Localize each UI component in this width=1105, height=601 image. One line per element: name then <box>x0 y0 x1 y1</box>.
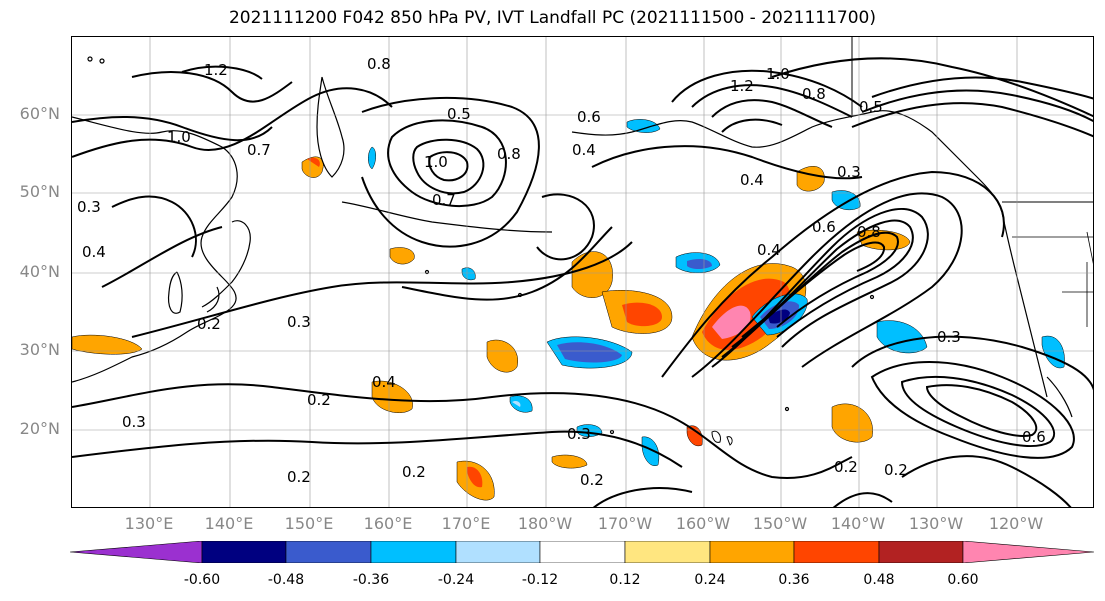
contour-label: 0.3 <box>77 198 101 216</box>
contour-label: 0.8 <box>367 55 391 73</box>
lon-label: 180°W <box>517 514 573 533</box>
lon-label: 120°W <box>988 514 1044 533</box>
colorbar <box>70 541 1095 563</box>
colorbar-tick-label: 0.12 <box>609 572 641 588</box>
contour-label: 0.8 <box>802 85 826 103</box>
map-panel: 1.2 1.2 1.0 1.0 1.0 0.8 0.8 0.8 0.8 0.7 … <box>71 36 1094 508</box>
colorbar-tick-label: -0.24 <box>437 572 475 588</box>
contour-label: 0.7 <box>247 141 271 159</box>
contour-label: 0.3 <box>287 313 311 331</box>
lat-label: 40°N <box>19 262 60 281</box>
colorbar-extend-max <box>962 541 1095 563</box>
ivt-contours <box>72 57 1093 507</box>
colorbar-tick-label: -0.60 <box>183 572 221 588</box>
contour-label: 0.3 <box>837 163 861 181</box>
colorbar-tick-label: 0.60 <box>947 572 979 588</box>
lon-label: 170°W <box>597 514 653 533</box>
lat-label: 50°N <box>19 182 60 201</box>
lon-label: 150°E <box>284 514 334 533</box>
contour-label: 0.2 <box>580 471 604 489</box>
lon-label: 160°E <box>363 514 413 533</box>
contour-label: 0.3 <box>567 425 591 443</box>
colorbar-segment <box>539 541 626 563</box>
contour-label: 0.6 <box>812 218 836 236</box>
contour-label: 0.7 <box>432 191 456 209</box>
lon-label: 150°W <box>752 514 808 533</box>
colorbar-segment <box>455 541 541 563</box>
contour-label: 0.2 <box>884 461 908 479</box>
lat-label: 20°N <box>19 419 60 438</box>
contour-label: 0.4 <box>372 373 396 391</box>
colorbar-segment <box>370 541 457 563</box>
colorbar-segment <box>201 541 287 563</box>
contour-label: 0.2 <box>307 391 331 409</box>
lon-label: 170°E <box>441 514 491 533</box>
contour-label: 0.4 <box>757 241 781 259</box>
lon-label: 140°E <box>204 514 254 533</box>
colorbar-tick-label: 0.24 <box>694 572 726 588</box>
contour-label: 1.2 <box>204 61 228 79</box>
contour-label: 0.4 <box>572 141 596 159</box>
colorbar-tick-label: 0.36 <box>778 572 810 588</box>
lon-label: 130°W <box>908 514 964 533</box>
lat-label: 60°N <box>19 104 60 123</box>
colorbar-tick-label: -0.36 <box>352 572 390 588</box>
contour-label: 0.2 <box>287 468 311 486</box>
contour-label: 0.6 <box>1022 428 1046 446</box>
contour-label: 1.0 <box>766 65 790 83</box>
contour-labels: 1.2 1.2 1.0 1.0 1.0 0.8 0.8 0.8 0.8 0.7 … <box>77 55 1046 489</box>
map-canvas: 1.2 1.2 1.0 1.0 1.0 0.8 0.8 0.8 0.8 0.7 … <box>72 37 1093 507</box>
colorbar-segment <box>709 541 795 563</box>
lon-label: 130°E <box>124 514 174 533</box>
pv-shading <box>72 119 1065 501</box>
colorbar-tick-label: -0.12 <box>521 572 559 588</box>
lon-label: 160°W <box>675 514 731 533</box>
lat-label: 30°N <box>19 340 60 359</box>
contour-label: 0.5 <box>859 98 883 116</box>
lon-label: 140°W <box>830 514 886 533</box>
contour-label: 0.4 <box>740 171 764 189</box>
contour-label: 0.4 <box>82 243 106 261</box>
colorbar-segment <box>624 541 711 563</box>
colorbar-tick-label: -0.48 <box>267 572 305 588</box>
contour-label: 0.6 <box>577 108 601 126</box>
colorbar-segment <box>878 541 964 563</box>
colorbar-tick-label: 0.48 <box>863 572 895 588</box>
contour-label: 1.0 <box>424 153 448 171</box>
contour-label: 0.8 <box>497 145 521 163</box>
contour-label: 0.5 <box>447 105 471 123</box>
contour-label: 0.3 <box>937 328 961 346</box>
contour-label: 0.2 <box>834 458 858 476</box>
contour-label: 0.2 <box>402 463 426 481</box>
colorbar-extend-min <box>70 541 203 563</box>
map-title: 2021111200 F042 850 hPa PV, IVT Landfall… <box>228 8 876 28</box>
contour-label: 0.2 <box>197 315 221 333</box>
contour-label: 1.2 <box>730 77 754 95</box>
colorbar-segment <box>793 541 880 563</box>
contour-label: 0.3 <box>122 413 146 431</box>
colorbar-segment <box>285 541 372 563</box>
contour-label: 1.0 <box>167 128 191 146</box>
contour-label: 0.8 <box>857 223 881 241</box>
